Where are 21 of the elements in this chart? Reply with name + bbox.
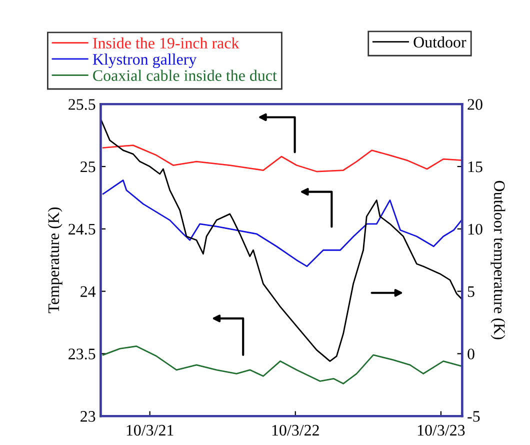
y2-axis-title: Outdoor temperature (K) (490, 180, 506, 340)
y2-tick-label: 10 (468, 224, 482, 235)
y2-tick-label: 0 (468, 348, 474, 360)
y-tick-label: 25 (80, 161, 96, 172)
y-tick-label: 24 (80, 286, 96, 297)
y2-tick-label: 15 (468, 162, 482, 172)
y-tick-label: 25.5 (68, 99, 96, 110)
y-tick-label: 24.5 (68, 224, 96, 235)
x-tick-label: 10/3/22 (272, 424, 319, 436)
y2-tick-label: 5 (468, 286, 474, 297)
y2-tick-label: 20 (468, 99, 482, 110)
y-axis-title: Temperature (K) (48, 207, 62, 314)
x-tick-label: 10/3/23 (418, 424, 465, 436)
legend-label: Outdoor (414, 36, 466, 48)
y-tick-label: 23.5 (68, 348, 96, 360)
legend-label: Inside the 19-inch rack (93, 37, 240, 49)
y-tick-label: 23 (80, 411, 96, 422)
y2-tick-label: -5 (468, 411, 480, 422)
legend-label: Klystron gallery (92, 54, 197, 68)
legend-label: Coaxial cable inside the duct (93, 70, 277, 81)
x-tick-label: 10/3/21 (126, 424, 174, 436)
